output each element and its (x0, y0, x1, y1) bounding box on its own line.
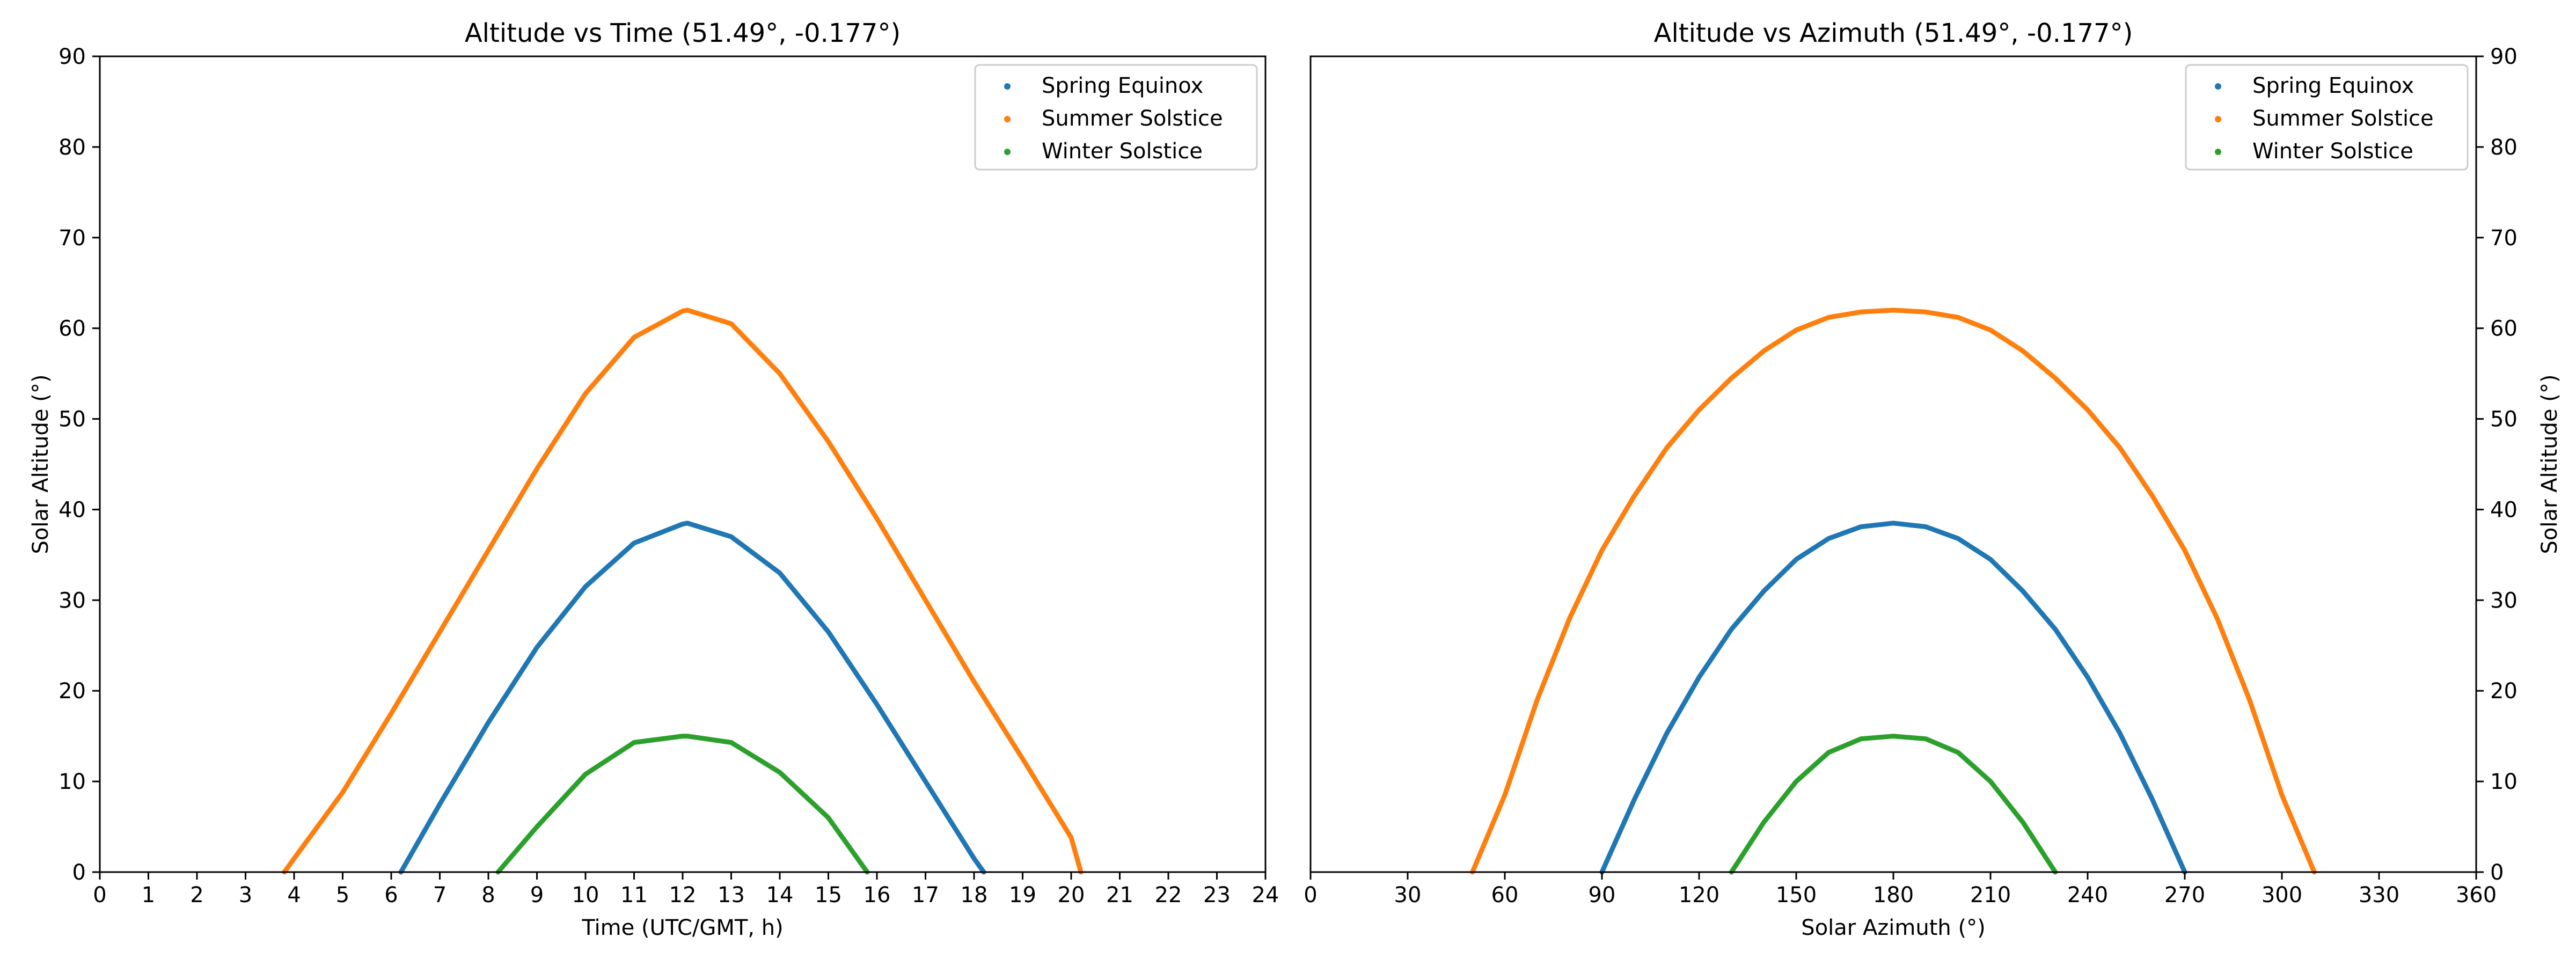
y-tick-label: 80 (58, 135, 86, 160)
y-axis-label: Solar Altitude (°) (28, 375, 53, 554)
x-tick-label: 120 (1679, 883, 1719, 908)
series-line-summer-solstice (282, 308, 1084, 875)
x-axis-label: Time (UTC/GMT, h) (581, 916, 783, 940)
series-line-spring-equinox (398, 521, 986, 875)
x-tick-label: 1 (142, 883, 155, 908)
legend-marker (2215, 149, 2221, 155)
y-axis-ticks: 0 10 20 30 40 50 60 70 80 90 (2476, 45, 2518, 885)
legend-label: Winter Solstice (2252, 139, 2413, 164)
y-tick-label: 80 (2490, 135, 2518, 160)
x-axis-ticks: 0 1 2 3 4 5 6 7 8 9 10 11 12 13 14 15 16 17 18 19 20 21 22 23 24 (93, 872, 1279, 908)
legend-marker (2215, 83, 2221, 90)
y-axis-ticks: 0 10 20 30 40 50 60 70 80 90 (58, 45, 100, 885)
chart-title: Altitude vs Azimuth (51.49°, -0.177°) (1654, 18, 2133, 48)
y-tick-label: 60 (58, 317, 86, 341)
y-tick-label: 90 (58, 45, 86, 69)
legend-marker (2215, 116, 2221, 122)
x-tick-label: 30 (1394, 883, 1422, 908)
x-axis-ticks: 0 30 60 90 120 150 180 210 240 270 300 330 360 (1304, 872, 2497, 908)
x-tick-label: 13 (718, 883, 745, 908)
y-axis-label: Solar Altitude (°) (2537, 375, 2562, 554)
x-tick-label: 21 (1106, 883, 1133, 908)
series-line-winter-solstice (495, 734, 870, 875)
y-tick-label: 70 (2490, 226, 2518, 251)
x-tick-label: 16 (863, 883, 891, 908)
x-tick-label: 60 (1491, 883, 1519, 908)
y-tick-label: 30 (58, 588, 86, 613)
y-tick-label: 0 (72, 860, 86, 885)
x-tick-label: 4 (287, 883, 301, 908)
x-tick-label: 270 (2164, 883, 2205, 908)
x-tick-label: 19 (1009, 883, 1036, 908)
x-tick-label: 12 (669, 883, 697, 908)
y-tick-label: 20 (58, 679, 86, 704)
legend: Spring Equinox Summer Solstice Winter Sols… (2185, 64, 2469, 171)
y-tick-label: 40 (58, 497, 86, 522)
x-tick-label: 10 (572, 883, 599, 908)
series-line-winter-solstice (1729, 734, 2058, 875)
x-tick-label: 17 (912, 883, 939, 908)
legend-marker (1004, 83, 1011, 90)
x-axis-label: Solar Azimuth (°) (1801, 916, 1985, 940)
legend-frame (2185, 64, 2469, 171)
legend: Spring Equinox Summer Solstice Winter Sols… (974, 64, 1258, 171)
x-tick-label: 8 (481, 883, 495, 908)
y-tick-label: 30 (2490, 588, 2518, 613)
y-tick-label: 60 (2490, 317, 2518, 341)
x-tick-label: 22 (1155, 883, 1182, 908)
x-tick-label: 11 (620, 883, 648, 908)
y-tick-label: 20 (2490, 679, 2518, 704)
x-tick-label: 210 (1970, 883, 2011, 908)
x-tick-label: 5 (336, 883, 349, 908)
x-tick-label: 330 (2359, 883, 2399, 908)
y-tick-label: 40 (2490, 497, 2518, 522)
y-tick-label: 50 (58, 407, 86, 432)
legend-marker (1004, 116, 1011, 122)
series-layer (1470, 308, 2317, 875)
x-tick-label: 9 (530, 883, 544, 908)
x-tick-label: 180 (1873, 883, 1914, 908)
legend-label: Summer Solstice (2252, 106, 2434, 131)
x-tick-label: 360 (2456, 883, 2497, 908)
legend-marker (1004, 149, 1011, 155)
y-tick-label: 70 (58, 226, 86, 251)
y-tick-label: 10 (2490, 770, 2518, 794)
y-tick-label: 0 (2490, 860, 2504, 885)
x-tick-label: 15 (815, 883, 842, 908)
legend-label: Spring Equinox (2252, 74, 2414, 98)
x-tick-label: 0 (93, 883, 106, 908)
x-tick-label: 2 (190, 883, 203, 908)
x-tick-label: 90 (1589, 883, 1616, 908)
chart-title: Altitude vs Time (51.49°, -0.177°) (465, 18, 901, 48)
series-layer (282, 308, 1084, 875)
legend-label: Summer Solstice (1042, 106, 1223, 131)
x-tick-label: 7 (433, 883, 447, 908)
x-tick-label: 300 (2262, 883, 2302, 908)
y-tick-label: 10 (58, 770, 86, 794)
series-line-summer-solstice (1470, 308, 2317, 875)
x-tick-label: 24 (1252, 883, 1279, 908)
x-tick-label: 23 (1203, 883, 1231, 908)
x-tick-label: 240 (2067, 883, 2108, 908)
y-tick-label: 90 (2490, 45, 2518, 69)
x-tick-label: 6 (384, 883, 398, 908)
x-tick-label: 18 (961, 883, 988, 908)
x-tick-label: 3 (239, 883, 252, 908)
legend-label: Spring Equinox (1042, 74, 1203, 98)
x-tick-label: 14 (766, 883, 794, 908)
x-tick-label: 150 (1776, 883, 1817, 908)
series-line-spring-equinox (1599, 521, 2187, 875)
y-tick-label: 50 (2490, 407, 2518, 432)
legend-label: Winter Solstice (1042, 139, 1203, 164)
x-tick-label: 0 (1304, 883, 1317, 908)
legend-frame (974, 64, 1258, 171)
x-tick-label: 20 (1058, 883, 1085, 908)
